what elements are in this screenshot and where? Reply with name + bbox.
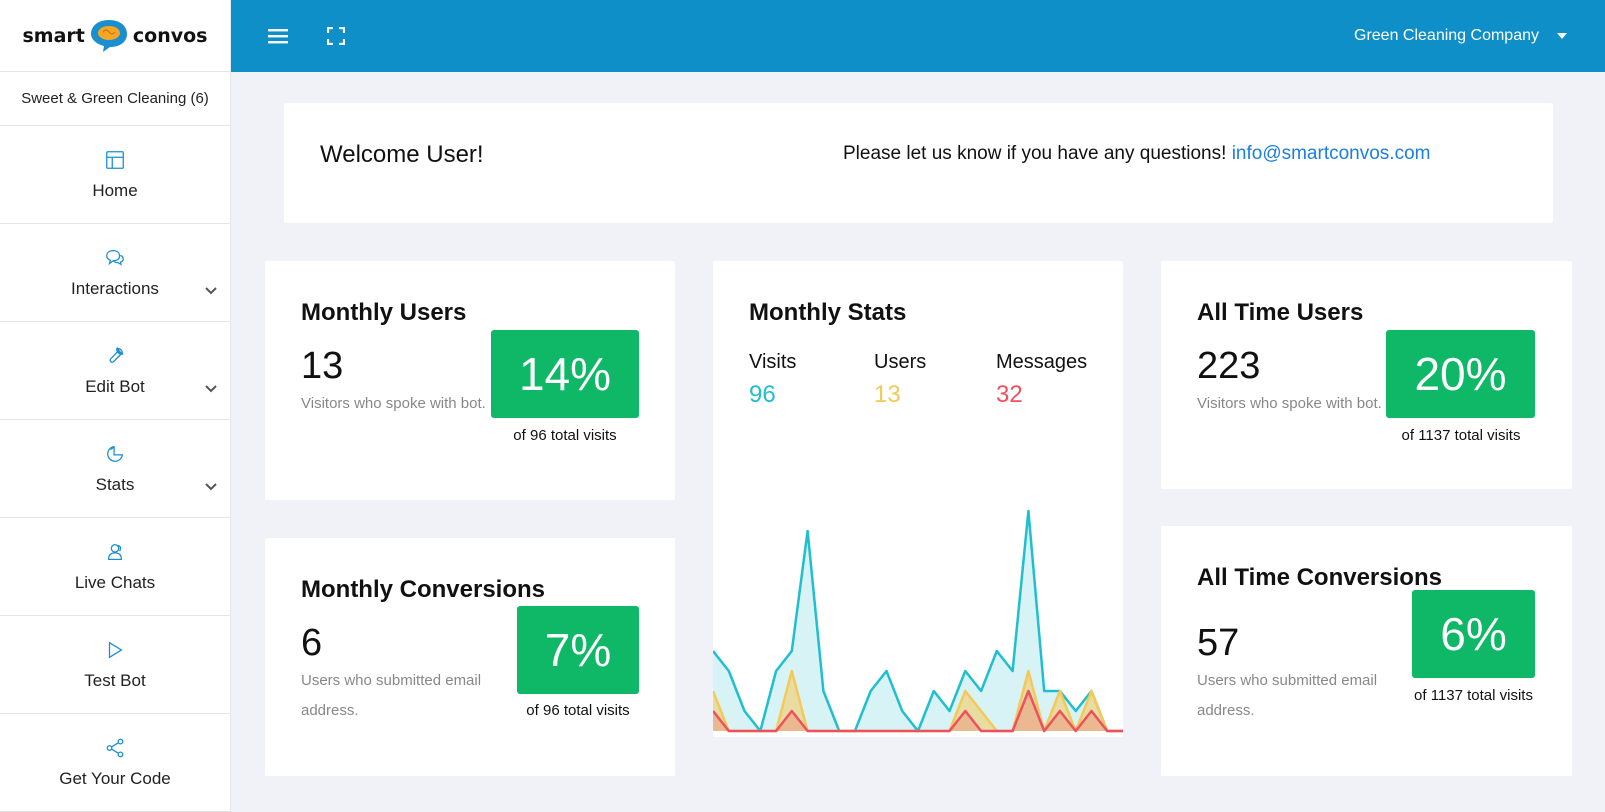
play-icon (108, 641, 123, 658)
wrench-icon (109, 346, 124, 363)
sidebar-item-label: Get Your Code (59, 768, 171, 788)
welcome-message: Please let us know if you have any quest… (843, 143, 1430, 165)
series-area-messages (713, 691, 1123, 731)
card-title: All Time Conversions (1197, 564, 1442, 591)
layout-icon (106, 150, 124, 169)
sidebar-item-edit-bot[interactable]: Edit Bot (0, 322, 230, 420)
welcome-title: Welcome User! (320, 141, 484, 168)
sidebar-item-label: Stats (95, 474, 135, 494)
users-value: 13 (874, 381, 901, 408)
percent-subtext: of 1137 total visits (1414, 687, 1533, 704)
percent-subtext: of 1137 total visits (1401, 427, 1521, 444)
welcome-message-text: Please let us know if you have any quest… (843, 143, 1227, 164)
logo-text-smart: smart (22, 24, 85, 47)
card-value: 6 (301, 622, 323, 664)
card-title: Monthly Conversions (301, 576, 546, 603)
support-email-link[interactable]: info@smartconvos.com (1231, 143, 1431, 164)
monthly-stats-area-chart (713, 509, 1123, 733)
series-line-messages (713, 689, 1123, 733)
percent-badge: 14% (491, 330, 639, 418)
series-area-visits (713, 511, 1123, 731)
sidebar-item-interactions[interactable]: Interactions (0, 224, 230, 322)
users-icon (107, 543, 123, 560)
messages-value: 32 (996, 381, 1023, 408)
pie-chart-icon (107, 445, 124, 462)
sidebar-item-label: Interactions (71, 278, 159, 298)
users-label: Users (874, 351, 927, 373)
visits-value: 96 (749, 381, 776, 408)
card-description: Visitors who spoke with bot. (1197, 395, 1382, 412)
percent-badge: 6% (1412, 590, 1535, 678)
sidebar-item-label: Live Chats (74, 572, 156, 592)
hamburger-menu-icon[interactable] (267, 25, 289, 47)
monthly-conversions-card: Monthly Conversions 6 Users who submitte… (265, 538, 675, 776)
company-dropdown[interactable]: Green Cleaning Company (1354, 0, 1567, 72)
sidebar-item-test-bot[interactable]: Test Bot (0, 616, 230, 714)
messages-label: Messages (996, 351, 1088, 373)
chat-icon (106, 249, 124, 266)
chevron-down-icon (205, 287, 217, 295)
organization-selector[interactable]: Sweet & Green Cleaning (6) (0, 72, 230, 126)
all-time-users-card: All Time Users 223 Visitors who spoke wi… (1161, 261, 1572, 489)
company-name: Green Cleaning Company (1354, 27, 1539, 44)
all-time-conversions-card: All Time Conversions 57 Users who submit… (1161, 526, 1572, 776)
card-title: All Time Users (1197, 299, 1364, 326)
series-area-users (713, 671, 1123, 731)
percent-badge: 20% (1386, 330, 1535, 418)
card-value: 13 (301, 345, 344, 387)
logo[interactable]: smart convos (0, 0, 230, 72)
visits-label: Visits (749, 351, 797, 373)
logo-text-convos: convos (132, 24, 208, 47)
sidebar-item-label: Test Bot (84, 670, 146, 690)
sidebar-item-label: Edit Bot (85, 376, 145, 396)
sidebar-item-label: Home (92, 180, 138, 200)
percent-badge: 7% (517, 606, 639, 694)
monthly-users-card: Monthly Users 13 Visitors who spoke with… (265, 261, 675, 500)
sidebar-item-get-your-code[interactable]: Get Your Code (0, 714, 230, 812)
caret-down-icon (1557, 33, 1567, 39)
sidebar-item-home[interactable]: Home (0, 126, 230, 224)
sidebar-item-live-chats[interactable]: Live Chats (0, 518, 230, 616)
chevron-down-icon (205, 385, 217, 393)
sidebar: smart convos Sweet & Green Cleaning (6) … (0, 0, 231, 812)
card-value: 57 (1197, 622, 1240, 664)
percent-subtext: of 96 total visits (513, 427, 617, 444)
card-value: 223 (1197, 345, 1261, 387)
percent-subtext: of 96 total visits (526, 702, 630, 719)
card-description: Visitors who spoke with bot. (301, 395, 486, 412)
topbar: Green Cleaning Company (231, 0, 1605, 72)
card-title: Monthly Users (301, 299, 467, 326)
brain-bubble-icon (90, 19, 127, 52)
card-title: Monthly Stats (749, 299, 907, 326)
share-icon (106, 738, 124, 757)
monthly-stats-card: Monthly Stats Visits 96 Users 13 Message… (713, 261, 1123, 737)
chevron-down-icon (205, 483, 217, 491)
card-description: Users who submitted email address. (301, 672, 482, 719)
card-description: Users who submitted email address. (1197, 672, 1378, 719)
sidebar-item-stats[interactable]: Stats (0, 420, 230, 518)
fullscreen-icon[interactable] (327, 27, 345, 45)
welcome-card: Welcome User! Please let us know if you … (284, 103, 1553, 223)
